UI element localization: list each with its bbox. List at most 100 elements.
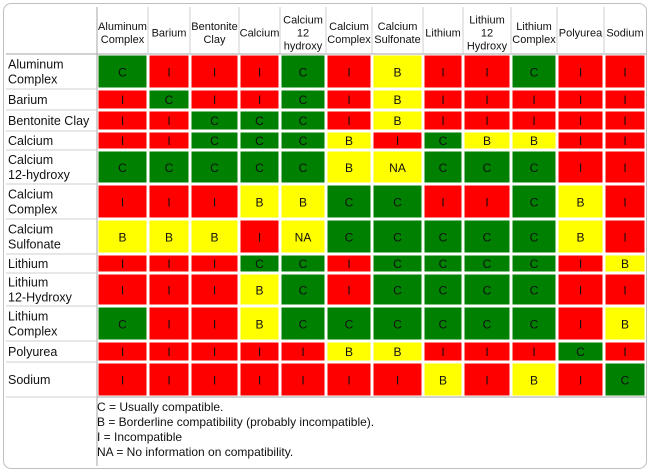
cell-i: [327, 55, 371, 88]
cell-c: [464, 151, 510, 183]
cell-label: B: [345, 134, 353, 148]
cell-i: [558, 132, 603, 149]
cell-c: [605, 363, 645, 396]
cell-b: [605, 307, 645, 340]
cell-label: C: [439, 231, 448, 245]
column-header: Calcium Sulfonate: [374, 21, 420, 46]
cell-c: [424, 255, 462, 272]
cell-label: C: [345, 231, 354, 245]
cell-label: C: [299, 114, 308, 128]
legend: C = Usually compatible. B = Borderline c…: [97, 400, 637, 460]
cell-i: [558, 111, 603, 130]
cell-label: I: [441, 196, 444, 210]
cell-label: C: [530, 196, 539, 210]
cell-i: [558, 90, 603, 109]
cell-label: I: [121, 114, 124, 128]
cell-i: [98, 90, 147, 109]
row-header: Polyurea: [8, 345, 57, 359]
cell-label: I: [167, 318, 170, 332]
cell-label: B: [255, 318, 263, 332]
cell-i: [605, 111, 645, 130]
cell-b: [605, 255, 645, 272]
cell-i: [191, 255, 238, 272]
cell-label: C: [393, 318, 402, 332]
cell-c: [373, 185, 422, 218]
cell-label: B: [483, 134, 491, 148]
cell-b: [424, 363, 462, 396]
cell-na: [281, 220, 325, 253]
cell-c: [327, 307, 371, 340]
cell-label: C: [530, 161, 539, 175]
cell-label: C: [530, 284, 539, 298]
cell-label: I: [623, 93, 626, 107]
cell-c: [373, 307, 422, 340]
cell-c: [512, 255, 556, 272]
cell-c: [281, 111, 325, 130]
cell-i: [424, 111, 462, 130]
cell-label: C: [439, 284, 448, 298]
cell-label: C: [393, 257, 402, 271]
cell-label: C: [255, 257, 264, 271]
cell-label: C: [530, 257, 539, 271]
cell-b: [373, 342, 422, 361]
cell-c: [464, 220, 510, 253]
cell-label: B: [393, 345, 401, 359]
cell-i: [240, 220, 279, 253]
cell-i: [191, 55, 238, 88]
cell-label: B: [530, 134, 538, 148]
cell-i: [424, 185, 462, 218]
row-header: Aluminum Complex: [8, 58, 64, 87]
cell-label: NA: [295, 231, 312, 245]
cell-c: [98, 307, 147, 340]
cell-label: B: [621, 318, 629, 332]
cell-c: [464, 307, 510, 340]
cell-label: I: [121, 374, 124, 388]
cell-label: I: [301, 374, 304, 388]
cell-c: [281, 307, 325, 340]
cell-label: I: [532, 93, 535, 107]
cell-label: I: [623, 345, 626, 359]
cell-i: [605, 132, 645, 149]
row-header: Calcium Complex: [8, 188, 58, 217]
cell-i: [605, 151, 645, 183]
cell-label: C: [530, 231, 539, 245]
cell-label: C: [439, 161, 448, 175]
cell-i: [605, 55, 645, 88]
cell-c: [512, 55, 556, 88]
column-header: Barium: [152, 27, 187, 39]
cell-label: C: [530, 318, 539, 332]
cell-label: I: [121, 284, 124, 298]
cell-label: I: [485, 345, 488, 359]
column-header: Bentonite Clay: [191, 21, 237, 46]
cell-label: C: [255, 134, 264, 148]
legend-item-na: NA = No information on compatibility.: [97, 445, 294, 459]
cell-i: [240, 342, 279, 361]
cell-label: C: [299, 66, 308, 80]
cell-label: C: [165, 93, 174, 107]
cell-i: [149, 55, 189, 88]
cell-i: [464, 185, 510, 218]
cell-label: B: [255, 284, 263, 298]
cell-label: B: [576, 196, 584, 210]
cell-label: C: [299, 318, 308, 332]
cell-i: [327, 274, 371, 305]
cell-label: I: [258, 374, 261, 388]
cell-b: [240, 185, 279, 218]
cell-label: I: [121, 93, 124, 107]
cell-label: C: [483, 257, 492, 271]
cell-i: [512, 90, 556, 109]
cell-label: C: [393, 284, 402, 298]
cell-label: I: [213, 318, 216, 332]
row-header: Calcium 12-hydroxy: [8, 153, 71, 182]
cell-label: I: [213, 93, 216, 107]
cell-label: I: [396, 134, 399, 148]
cell-c: [424, 220, 462, 253]
cell-b: [558, 185, 603, 218]
column-header: Lithium: [425, 27, 460, 39]
cell-c: [98, 151, 147, 183]
cell-i: [464, 55, 510, 88]
cell-i: [464, 90, 510, 109]
cell-i: [98, 132, 147, 149]
cell-label: I: [579, 93, 582, 107]
